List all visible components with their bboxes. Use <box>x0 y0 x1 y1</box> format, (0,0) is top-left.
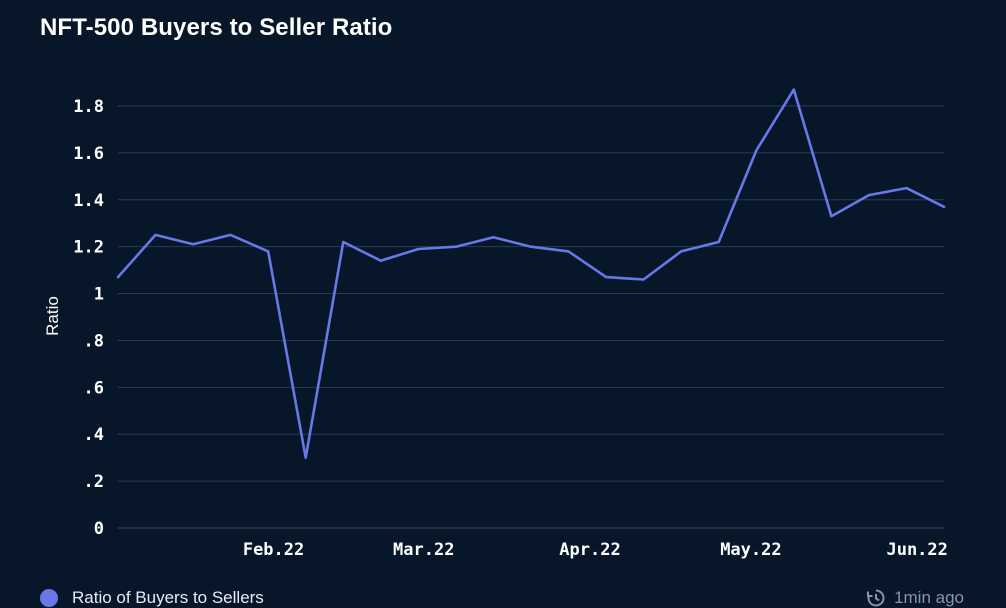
data-point[interactable] <box>750 145 762 157</box>
data-point[interactable] <box>600 271 612 283</box>
legend[interactable]: Ratio of Buyers to Sellers <box>40 588 264 608</box>
y-tick-label: .8 <box>84 331 104 351</box>
data-point[interactable] <box>112 271 124 283</box>
data-point[interactable] <box>563 245 575 257</box>
data-point[interactable] <box>300 452 312 464</box>
legend-label: Ratio of Buyers to Sellers <box>72 588 264 607</box>
legend-dot <box>40 589 58 607</box>
data-point[interactable] <box>938 201 950 213</box>
refresh-clock-icon <box>867 589 885 607</box>
data-point[interactable] <box>901 182 913 194</box>
x-tick-label: Feb.22 <box>243 540 304 560</box>
data-point[interactable] <box>262 245 274 257</box>
data-point[interactable] <box>863 189 875 201</box>
y-tick-label: 1.2 <box>73 238 104 258</box>
y-tick-label: .4 <box>84 425 104 445</box>
grid-lines <box>118 105 944 529</box>
data-point[interactable] <box>525 241 537 253</box>
data-point[interactable] <box>788 84 800 96</box>
line-chart: 0 .2 .4 .6 .8 1 1.2 1.4 1.6 1.8 Feb.22 Mar.22 Apr.2… <box>43 84 950 560</box>
y-tick-label: 1.4 <box>73 191 104 211</box>
data-point[interactable] <box>488 231 500 243</box>
series-line[interactable] <box>116 88 946 460</box>
data-point[interactable] <box>225 229 237 241</box>
x-tick-label: May.22 <box>720 540 781 560</box>
y-tick-label: .2 <box>84 472 104 492</box>
y-tick-label: 1.8 <box>73 97 104 117</box>
series-group <box>112 84 950 464</box>
x-axis-ticks: Feb.22 Mar.22 Apr.22 May.22 Jun.22 <box>243 540 948 560</box>
x-tick-label: Mar.22 <box>393 540 454 560</box>
y-tick-label: .6 <box>84 378 104 398</box>
data-point[interactable] <box>713 236 725 248</box>
x-tick-label: Apr.22 <box>559 540 620 560</box>
data-point[interactable] <box>187 238 199 250</box>
y-axis-title: Ratio <box>43 296 62 336</box>
data-point[interactable] <box>337 236 349 248</box>
chart-title: NFT-500 Buyers to Seller Ratio <box>40 14 393 41</box>
y-tick-label: 1 <box>94 285 104 305</box>
y-axis-ticks: 0 .2 .4 .6 .8 1 1.2 1.4 1.6 1.8 <box>73 97 104 539</box>
updated-text: 1min ago <box>894 588 964 607</box>
y-tick-label: 1.6 <box>73 144 104 164</box>
data-point[interactable] <box>150 229 162 241</box>
data-point[interactable] <box>825 210 837 222</box>
data-point[interactable] <box>450 241 462 253</box>
last-updated: 1min ago <box>866 588 964 608</box>
data-point[interactable] <box>638 274 650 286</box>
data-point[interactable] <box>675 245 687 257</box>
y-tick-label: 0 <box>94 519 104 539</box>
x-tick-label: Jun.22 <box>886 540 947 560</box>
data-point[interactable] <box>375 255 387 267</box>
data-point[interactable] <box>412 243 424 255</box>
